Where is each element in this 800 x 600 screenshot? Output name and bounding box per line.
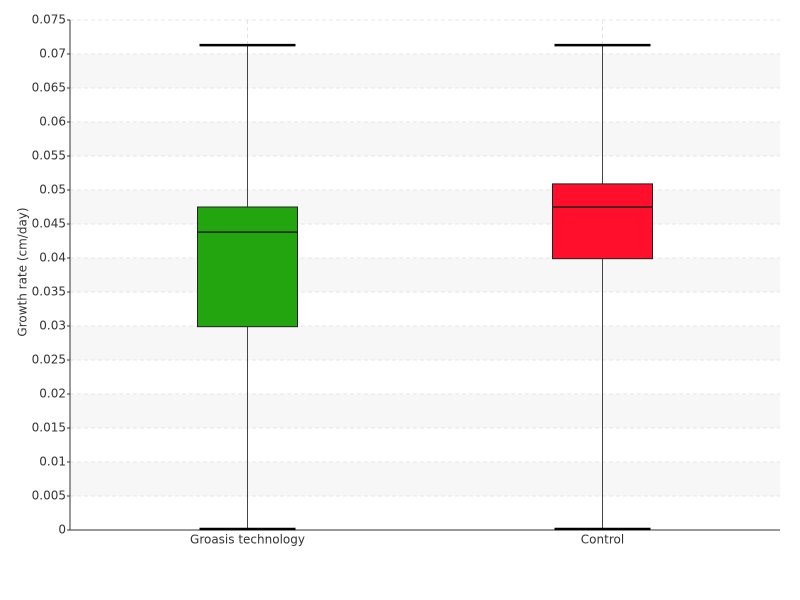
y-tick-label: 0.045 — [32, 217, 66, 231]
box — [197, 206, 298, 328]
grid-band — [70, 54, 780, 88]
y-tick-label: 0.005 — [32, 489, 66, 503]
y-tick-label: 0.03 — [39, 319, 66, 333]
y-tick-label: 0.06 — [39, 115, 66, 129]
x-tick-label: Control — [581, 533, 624, 547]
box — [552, 183, 653, 260]
y-tick-label: 0.05 — [39, 183, 66, 197]
grid-band — [70, 122, 780, 156]
grid-band — [70, 462, 780, 496]
y-tick-label: 0.07 — [39, 47, 66, 61]
y-tick-label: 0.025 — [32, 353, 66, 367]
y-tick-label: 0.02 — [39, 387, 66, 401]
grid-band — [70, 190, 780, 224]
y-tick-label: 0.015 — [32, 421, 66, 435]
y-tick-label: 0.075 — [32, 13, 66, 27]
y-tick-label: 0.01 — [39, 455, 66, 469]
y-tick-label: 0.035 — [32, 285, 66, 299]
grid-band — [70, 258, 780, 292]
y-tick-label: 0.065 — [32, 81, 66, 95]
y-axis-label: Growth rate (cm/day) — [16, 207, 30, 336]
y-tick-label: 0.04 — [39, 251, 66, 265]
y-tick-label: 0 — [58, 523, 66, 537]
grid-band — [70, 326, 780, 360]
grid-band — [70, 394, 780, 428]
y-tick-label: 0.055 — [32, 149, 66, 163]
x-tick-label: Groasis technology — [190, 533, 305, 547]
